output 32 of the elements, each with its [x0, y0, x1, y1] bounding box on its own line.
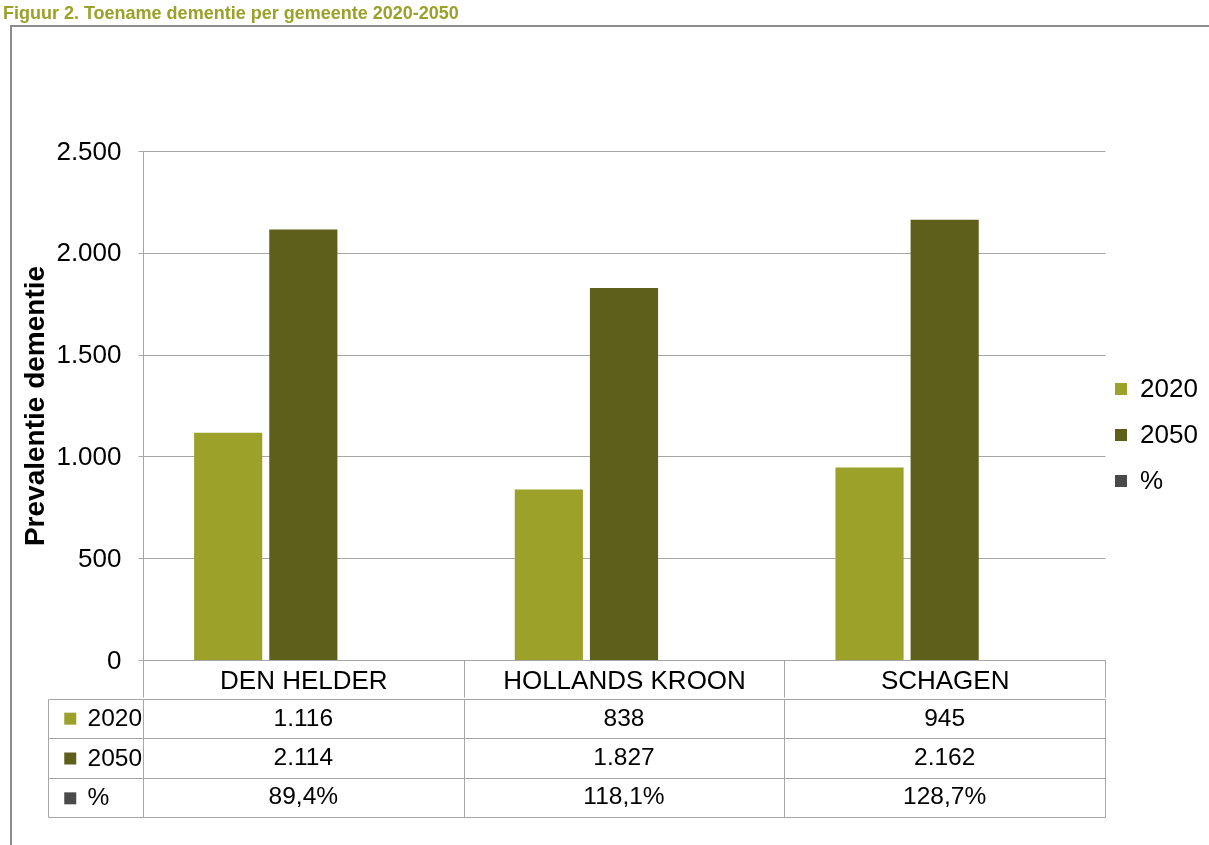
text: 2050 — [1140, 419, 1198, 449]
y-tick-label: 2.500 — [56, 135, 122, 166]
legend-label: % — [1140, 465, 1164, 495]
data-label: 2.162 — [914, 743, 976, 770]
data-label: 945 — [924, 703, 966, 731]
bar — [835, 467, 904, 660]
bar — [589, 288, 659, 660]
y-tick-label: 0 — [107, 644, 122, 675]
text: 89,4% — [268, 782, 339, 810]
bar — [910, 219, 979, 660]
bar — [269, 229, 338, 660]
data-label: 2.114 — [273, 743, 334, 770]
y-tick-label: 500 — [78, 542, 122, 573]
y-tick-label: 2.000 — [56, 237, 122, 268]
x-tick-label: DEN HELDER — [220, 664, 388, 695]
legend-label: 2020 — [87, 703, 143, 731]
text: 118,1% — [583, 782, 665, 810]
data-label: 1.116 — [273, 703, 334, 731]
text: % — [87, 783, 110, 811]
data-label: 838 — [603, 703, 645, 731]
y-axis-title: Prevalentie dementie — [19, 265, 51, 547]
x-tick-label: HOLLANDS KROON — [503, 664, 746, 695]
legend-label: 2050 — [87, 743, 143, 771]
bar — [514, 489, 583, 660]
y-tick-label: 1.000 — [56, 440, 122, 471]
text: 128,7% — [903, 782, 987, 810]
data-label: 1.827 — [593, 743, 655, 770]
chart-title: Figuur 2. Toename dementie per gemeente 2020-2050 — [2, 2, 459, 23]
y-tick-label: 1.500 — [56, 339, 122, 370]
bar — [194, 432, 263, 660]
x-tick-label: SCHAGEN — [880, 664, 1010, 695]
text: 2020 — [1140, 373, 1198, 403]
